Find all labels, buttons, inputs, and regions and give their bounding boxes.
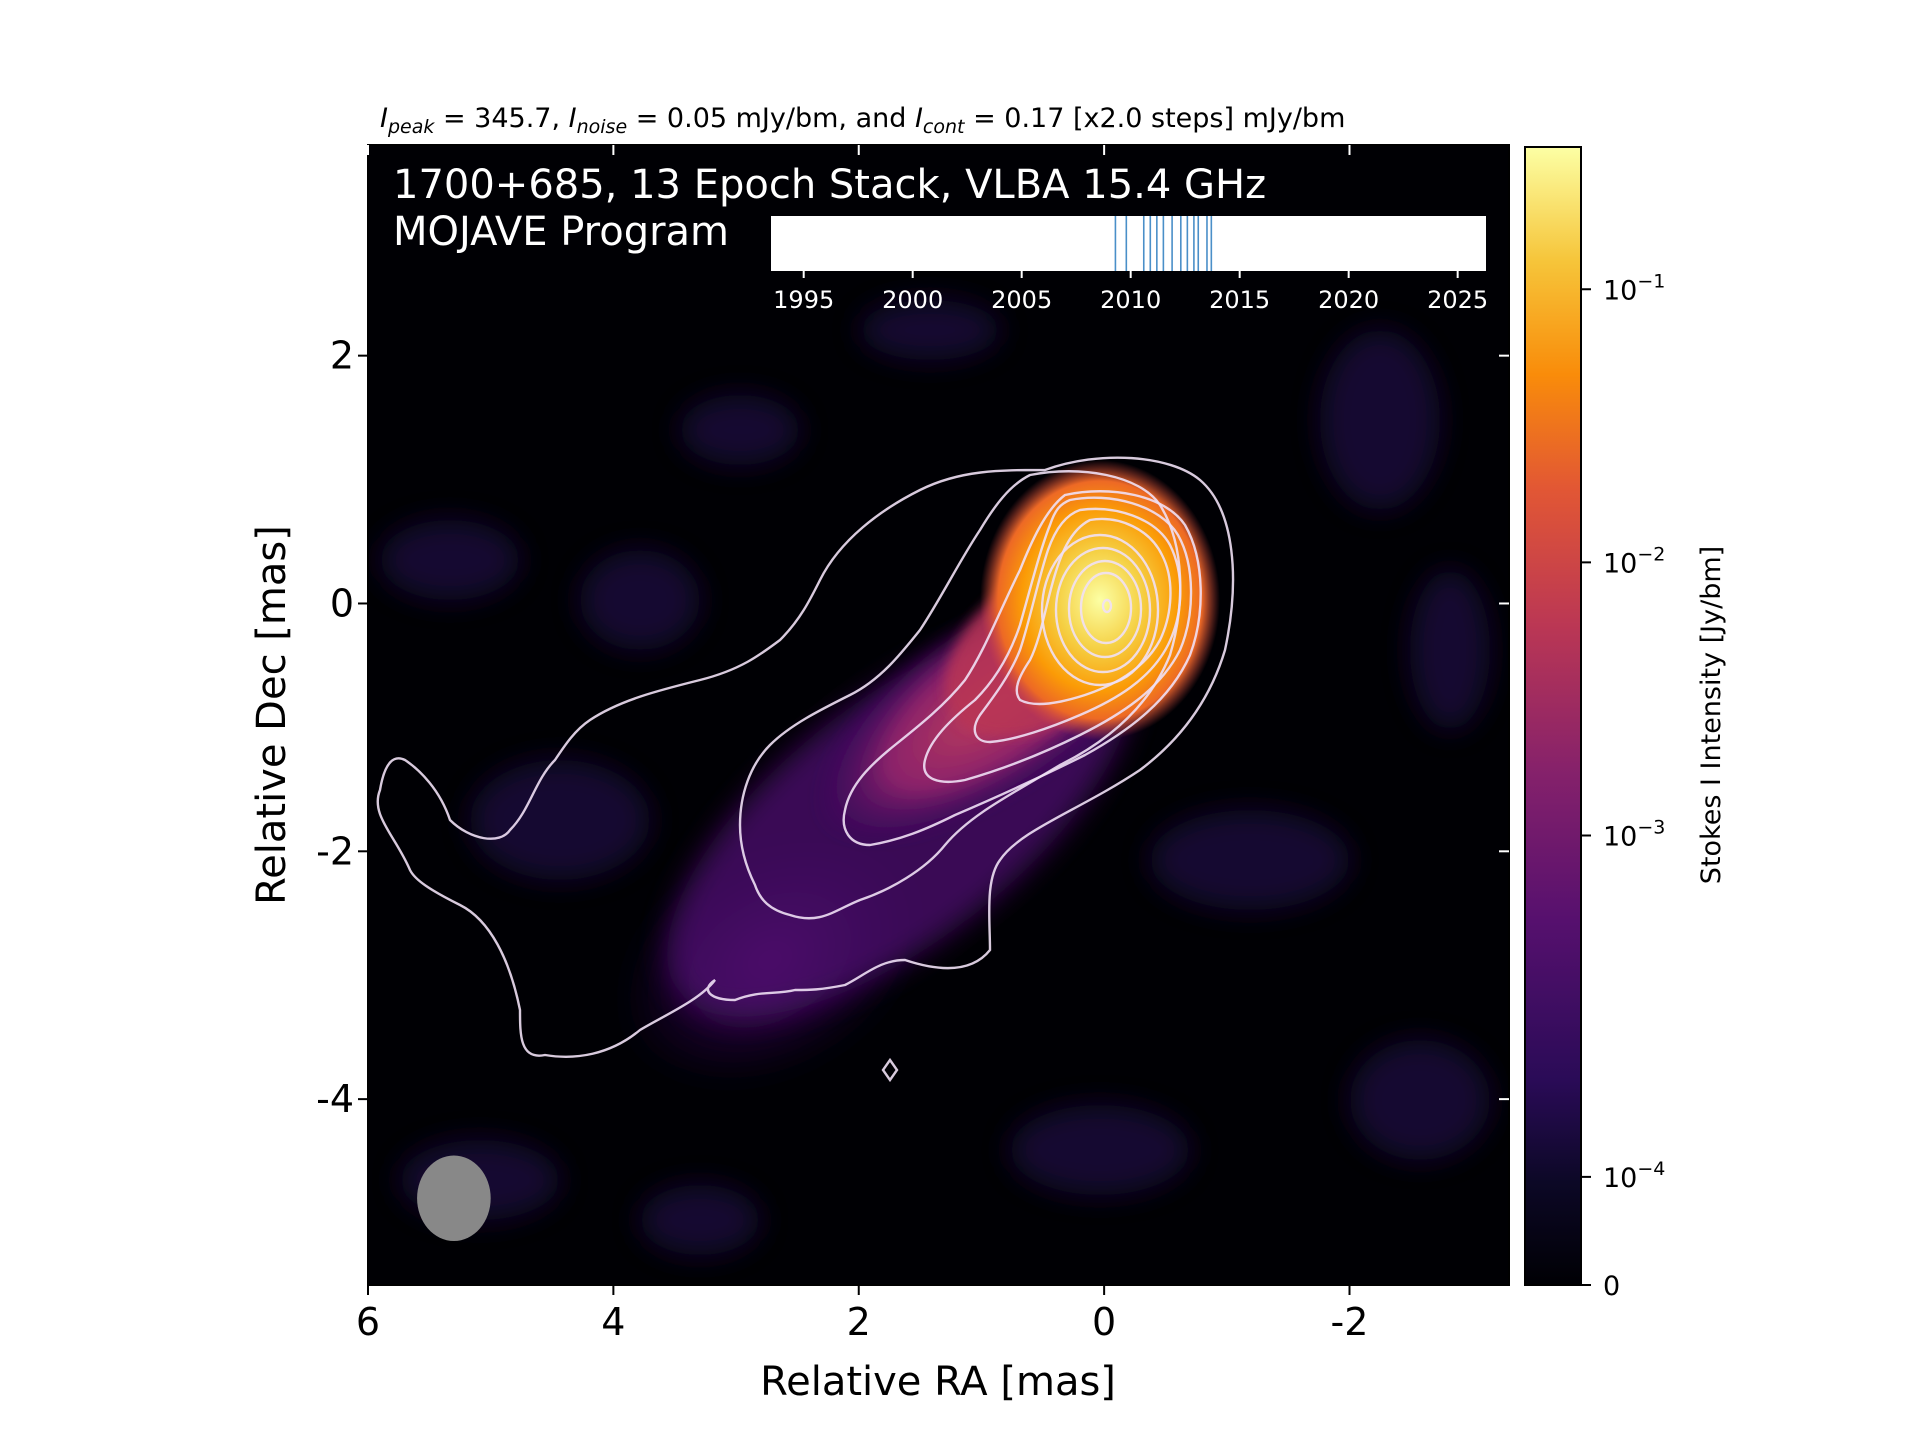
- contour-level-8: [1054, 546, 1152, 674]
- timeline-ticks: 1995 2000 2005 2010 2015 2020 2025: [773, 271, 1488, 314]
- colorbar-tick-label: 10−4: [1603, 1158, 1665, 1194]
- contours: [376, 456, 1235, 1083]
- timeline-tick-label: 1995: [773, 286, 834, 314]
- noise-texture: [380, 300, 1490, 1255]
- x-tick-label: 4: [601, 1300, 625, 1344]
- colorbar-tick-label: 10−2: [1603, 543, 1665, 579]
- timeline-tick-label: 2020: [1318, 286, 1379, 314]
- emission: [620, 460, 1220, 1085]
- colorbar-tick-label: 0: [1603, 1271, 1620, 1302]
- x-tick-label: 0: [1092, 1300, 1116, 1344]
- y-axis-label: Relative Dec [mas]: [249, 525, 295, 905]
- epoch-lines: [1114, 216, 1213, 271]
- x-tick-label: -2: [1331, 1300, 1369, 1344]
- image-stats-header: Ipeak = 345.7, Inoise = 0.05 mJy/bm, and…: [380, 103, 1345, 138]
- colorbar-tick-label: 10−1: [1603, 270, 1665, 306]
- contour-level-9: [1067, 559, 1143, 659]
- contour-level-11: [1101, 598, 1113, 614]
- y-tick-label: -2: [316, 829, 354, 873]
- contour-level-4: [923, 496, 1193, 783]
- epoch-timeline: 1995 2000 2005 2010 2015 2020 2025: [771, 216, 1488, 314]
- contour-level-2: [738, 470, 1182, 920]
- y-tick-label: 2: [330, 334, 354, 378]
- contour-level-1: [376, 456, 1235, 1058]
- contour-level-7: [1040, 533, 1160, 687]
- colorbar-gradient: [1524, 146, 1582, 1286]
- colorbar-tick-label: 10−3: [1603, 816, 1665, 852]
- colorbar: 0 10−4 10−3 10−2 10−1 Stokes I Intensity [Jy…: [1524, 146, 1727, 1302]
- x-tick-label: 2: [847, 1300, 871, 1344]
- timeline-tick-label: 2025: [1427, 286, 1488, 314]
- contour-island: [881, 1057, 899, 1083]
- intensity-map: 1700+685, 13 Epoch Stack, VLBA 15.4 GHz …: [316, 144, 1510, 1344]
- timeline-tick-label: 2005: [991, 286, 1052, 314]
- contour-level-5: [973, 507, 1182, 744]
- colorbar-label: Stokes I Intensity [Jy/bm]: [1696, 546, 1727, 884]
- timeline-tick-label: 2015: [1209, 286, 1270, 314]
- contour-level-6: [1015, 517, 1172, 706]
- map-frame: [367, 144, 1510, 1286]
- contour-level-3: [842, 490, 1202, 847]
- y-tick-label: -4: [316, 1077, 354, 1121]
- timeline-tick-label: 2010: [1100, 286, 1161, 314]
- program-title: MOJAVE Program: [393, 209, 729, 255]
- map-ticks: 6 4 2 0 -2 2 0 -2 -4: [316, 145, 1509, 1344]
- colorbar-ticks: 0 10−4 10−3 10−2 10−1: [1581, 270, 1665, 1302]
- x-tick-label: 6: [356, 1300, 380, 1344]
- timeline-box: [771, 216, 1486, 271]
- timeline-tick-label: 2000: [882, 286, 943, 314]
- beam-ellipse: [417, 1155, 491, 1242]
- x-axis-label: Relative RA [mas]: [760, 1359, 1116, 1405]
- y-tick-label: 0: [330, 581, 354, 625]
- source-title: 1700+685, 13 Epoch Stack, VLBA 15.4 GHz: [393, 162, 1266, 208]
- contour-level-10: [1079, 571, 1133, 645]
